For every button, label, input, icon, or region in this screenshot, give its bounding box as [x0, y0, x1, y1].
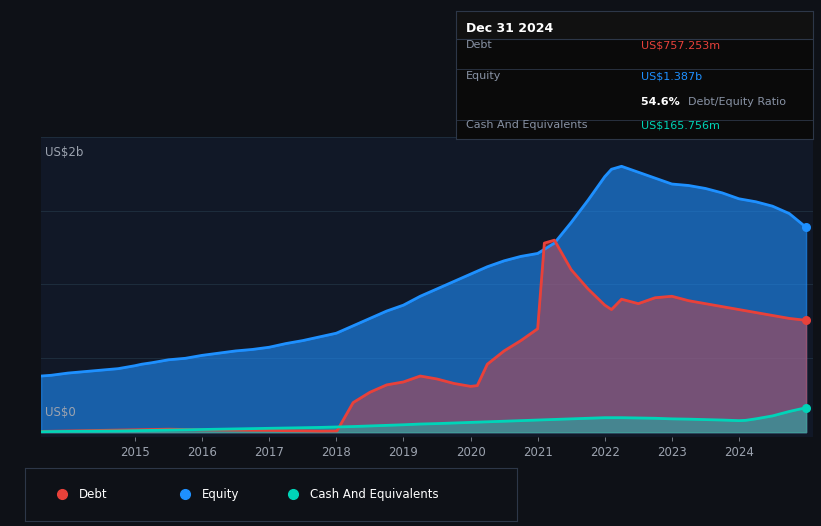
Point [800, 403, 813, 412]
Text: US$757.253m: US$757.253m [641, 40, 721, 50]
Point [800, 223, 813, 231]
Text: Debt/Equity Ratio: Debt/Equity Ratio [688, 97, 786, 107]
Text: Equity: Equity [202, 488, 240, 501]
Text: Equity: Equity [466, 71, 502, 81]
Text: Dec 31 2024: Dec 31 2024 [466, 22, 553, 35]
Text: Debt: Debt [79, 488, 108, 501]
Text: US$1.387b: US$1.387b [641, 71, 703, 81]
Text: Cash And Equivalents: Cash And Equivalents [310, 488, 439, 501]
Text: US$2b: US$2b [45, 146, 83, 159]
Bar [456, 11, 813, 39]
Text: Cash And Equivalents: Cash And Equivalents [466, 120, 588, 130]
Point [800, 316, 813, 325]
Text: 54.6%: 54.6% [641, 97, 684, 107]
Text: US$0: US$0 [45, 406, 76, 419]
Text: Debt: Debt [466, 40, 493, 50]
Text: US$165.756m: US$165.756m [641, 120, 720, 130]
